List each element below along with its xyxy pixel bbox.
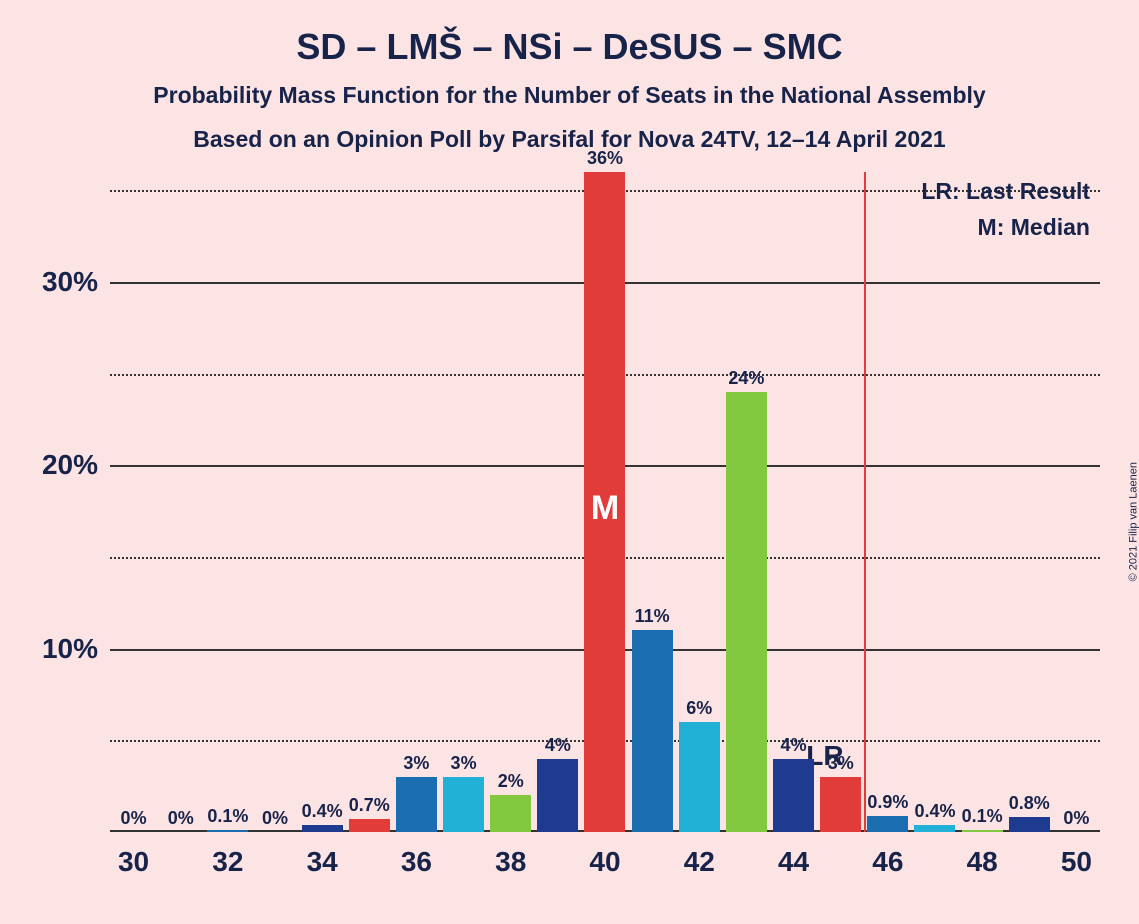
x-axis-label: 36 [401, 832, 432, 878]
bar-value-label: 2% [498, 771, 524, 795]
chart-title: SD – LMŠ – NSi – DeSUS – SMC [0, 26, 1139, 68]
bar: 36%M [584, 172, 625, 832]
bar: 6% [679, 722, 720, 832]
x-axis-label: 40 [589, 832, 620, 878]
bar-value-label: 36% [587, 148, 623, 172]
chart-subtitle-2: Based on an Opinion Poll by Parsifal for… [0, 126, 1139, 153]
bar-value-label: 0% [1063, 808, 1089, 832]
bar-value-label: 0.9% [867, 792, 908, 816]
bar-value-label: 0.4% [914, 801, 955, 825]
bar-value-label: 3% [451, 753, 477, 777]
x-axis-label: 44 [778, 832, 809, 878]
x-axis-label: 38 [495, 832, 526, 878]
bar: 0.4% [914, 825, 955, 832]
bar-value-label: 4% [781, 735, 807, 759]
legend-median: M: Median [978, 214, 1090, 241]
copyright-text: © 2021 Filip van Laenen [1127, 462, 1139, 581]
bar-value-label: 4% [545, 735, 571, 759]
bar-value-label: 0% [168, 808, 194, 832]
bar: 4% [773, 759, 814, 832]
y-axis-label: 30% [42, 266, 110, 298]
last-result-line [864, 172, 866, 832]
bar-value-label: 0.8% [1009, 793, 1050, 817]
bar-value-label: 0.4% [302, 801, 343, 825]
bar-value-label: 0% [121, 808, 147, 832]
bar: 0.4% [302, 825, 343, 832]
bar: 4% [537, 759, 578, 832]
chart-subtitle-1: Probability Mass Function for the Number… [0, 82, 1139, 109]
bar-value-label: 3% [828, 753, 854, 777]
bar: 3% [396, 777, 437, 832]
x-axis-label: 50 [1061, 832, 1092, 878]
legend-lr: LR: Last Result [921, 178, 1090, 205]
bar-value-label: 0.1% [962, 806, 1003, 830]
bar: 3% [443, 777, 484, 832]
bar: 0.8% [1009, 817, 1050, 832]
chart-plot-area: 10%20%30%LR0%0%0.1%0%0.4%0.7%3%3%2%4%36%… [110, 172, 1100, 832]
bar: 11% [632, 630, 673, 832]
bar-value-label: 6% [686, 698, 712, 722]
y-axis-label: 10% [42, 633, 110, 665]
bar-value-label: 0.7% [349, 795, 390, 819]
x-axis-label: 46 [872, 832, 903, 878]
x-axis-label: 34 [307, 832, 338, 878]
bar: 0.9% [867, 816, 908, 833]
y-axis-label: 20% [42, 449, 110, 481]
x-axis-label: 32 [212, 832, 243, 878]
bar-value-label: 11% [635, 606, 670, 630]
bar: 24% [726, 392, 767, 832]
x-axis-label: 30 [118, 832, 149, 878]
bar-value-label: 0% [262, 808, 288, 832]
bar: 0.7% [349, 819, 390, 832]
bar: 2% [490, 795, 531, 832]
bar: 3% [820, 777, 861, 832]
x-axis-label: 42 [684, 832, 715, 878]
bar-value-label: 3% [403, 753, 429, 777]
median-marker: M [591, 489, 619, 528]
x-axis-label: 48 [967, 832, 998, 878]
bar-value-label: 24% [728, 368, 764, 392]
bar-value-label: 0.1% [207, 806, 248, 830]
